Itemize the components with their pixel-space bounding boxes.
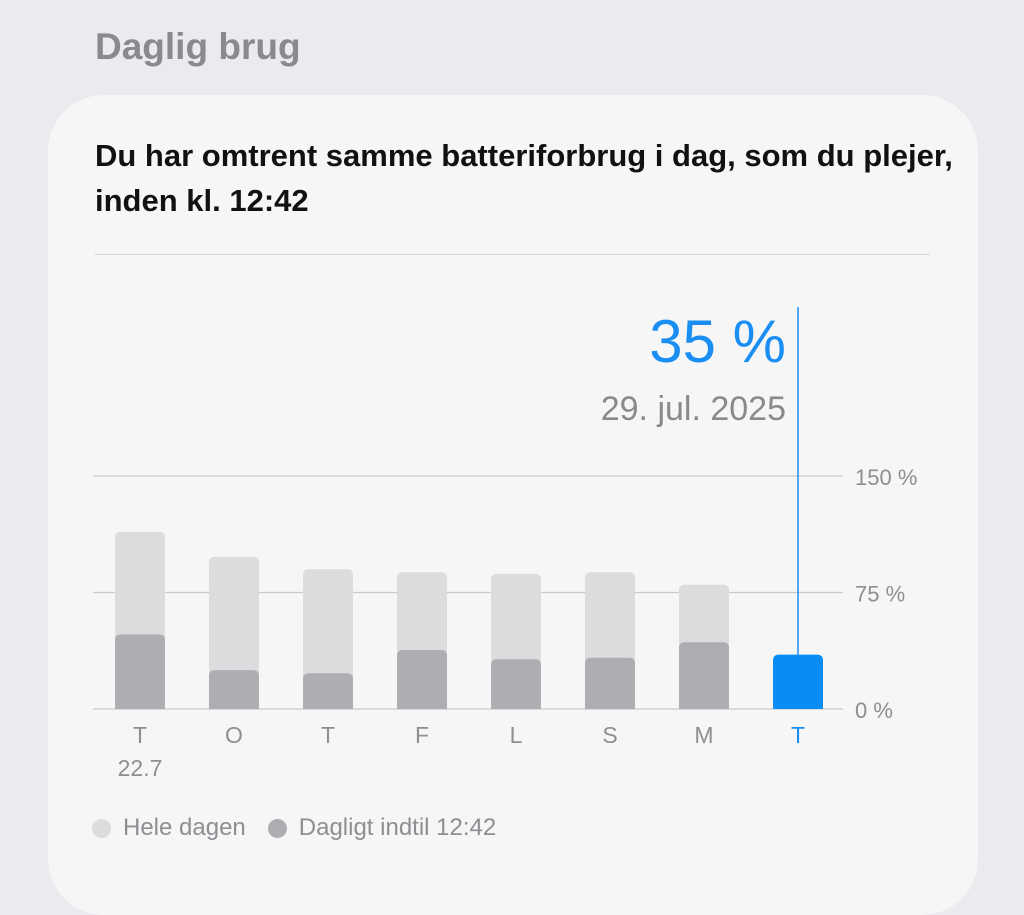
until-now-bar [397,649,447,709]
daily-usage-card [48,95,978,915]
legend-full-day-dot-icon [92,818,111,838]
x-tick-label: T [791,722,805,748]
x-tick-label: F [415,722,429,748]
y-tick-label: 0 % [855,698,893,723]
legend-until-now-label: Dagligt indtil 12:42 [298,814,497,841]
x-tick-label: L [510,722,523,748]
until-now-bar [303,673,353,709]
x-tick-label: O [225,722,243,748]
x-tick-label: T [133,722,147,748]
legend-until-now-dot-icon [267,818,287,838]
legend-item-full-day: Hele dagen [92,814,246,842]
legend-full-day-label: Hele dagen [123,814,246,841]
legend-item-until-now: Dagligt indtil 12:42 [267,814,497,842]
section-title: Daglig brug [95,26,301,67]
until-now-bar [115,634,165,709]
chart-legend: Hele dagen Dagligt indtil 12:42 [92,814,496,842]
card-divider [95,254,930,255]
x-tick-label: S [602,722,617,748]
x-tick-sublabel: 22.7 [118,755,163,781]
until-now-bar [679,642,729,709]
today-bar [773,654,823,709]
selected-date-label: 29. jul. 2025 [601,390,786,428]
y-tick-label: 75 % [855,582,905,607]
usage-summary-headline: Du har omtrent samme batteriforbrug i da… [95,138,953,218]
until-now-bar [491,659,541,709]
y-tick-label: 150 % [855,465,917,490]
x-tick-label: T [321,722,335,748]
x-tick-label: M [694,722,713,748]
until-now-bar [209,670,259,709]
daily-usage-chart: 150 % 75 % 0 % T 22.7 O T F L S M T 35 % 29. jul. 202… [93,307,917,781]
selected-value-label: 35 % [649,308,786,375]
until-now-bar [585,657,635,709]
